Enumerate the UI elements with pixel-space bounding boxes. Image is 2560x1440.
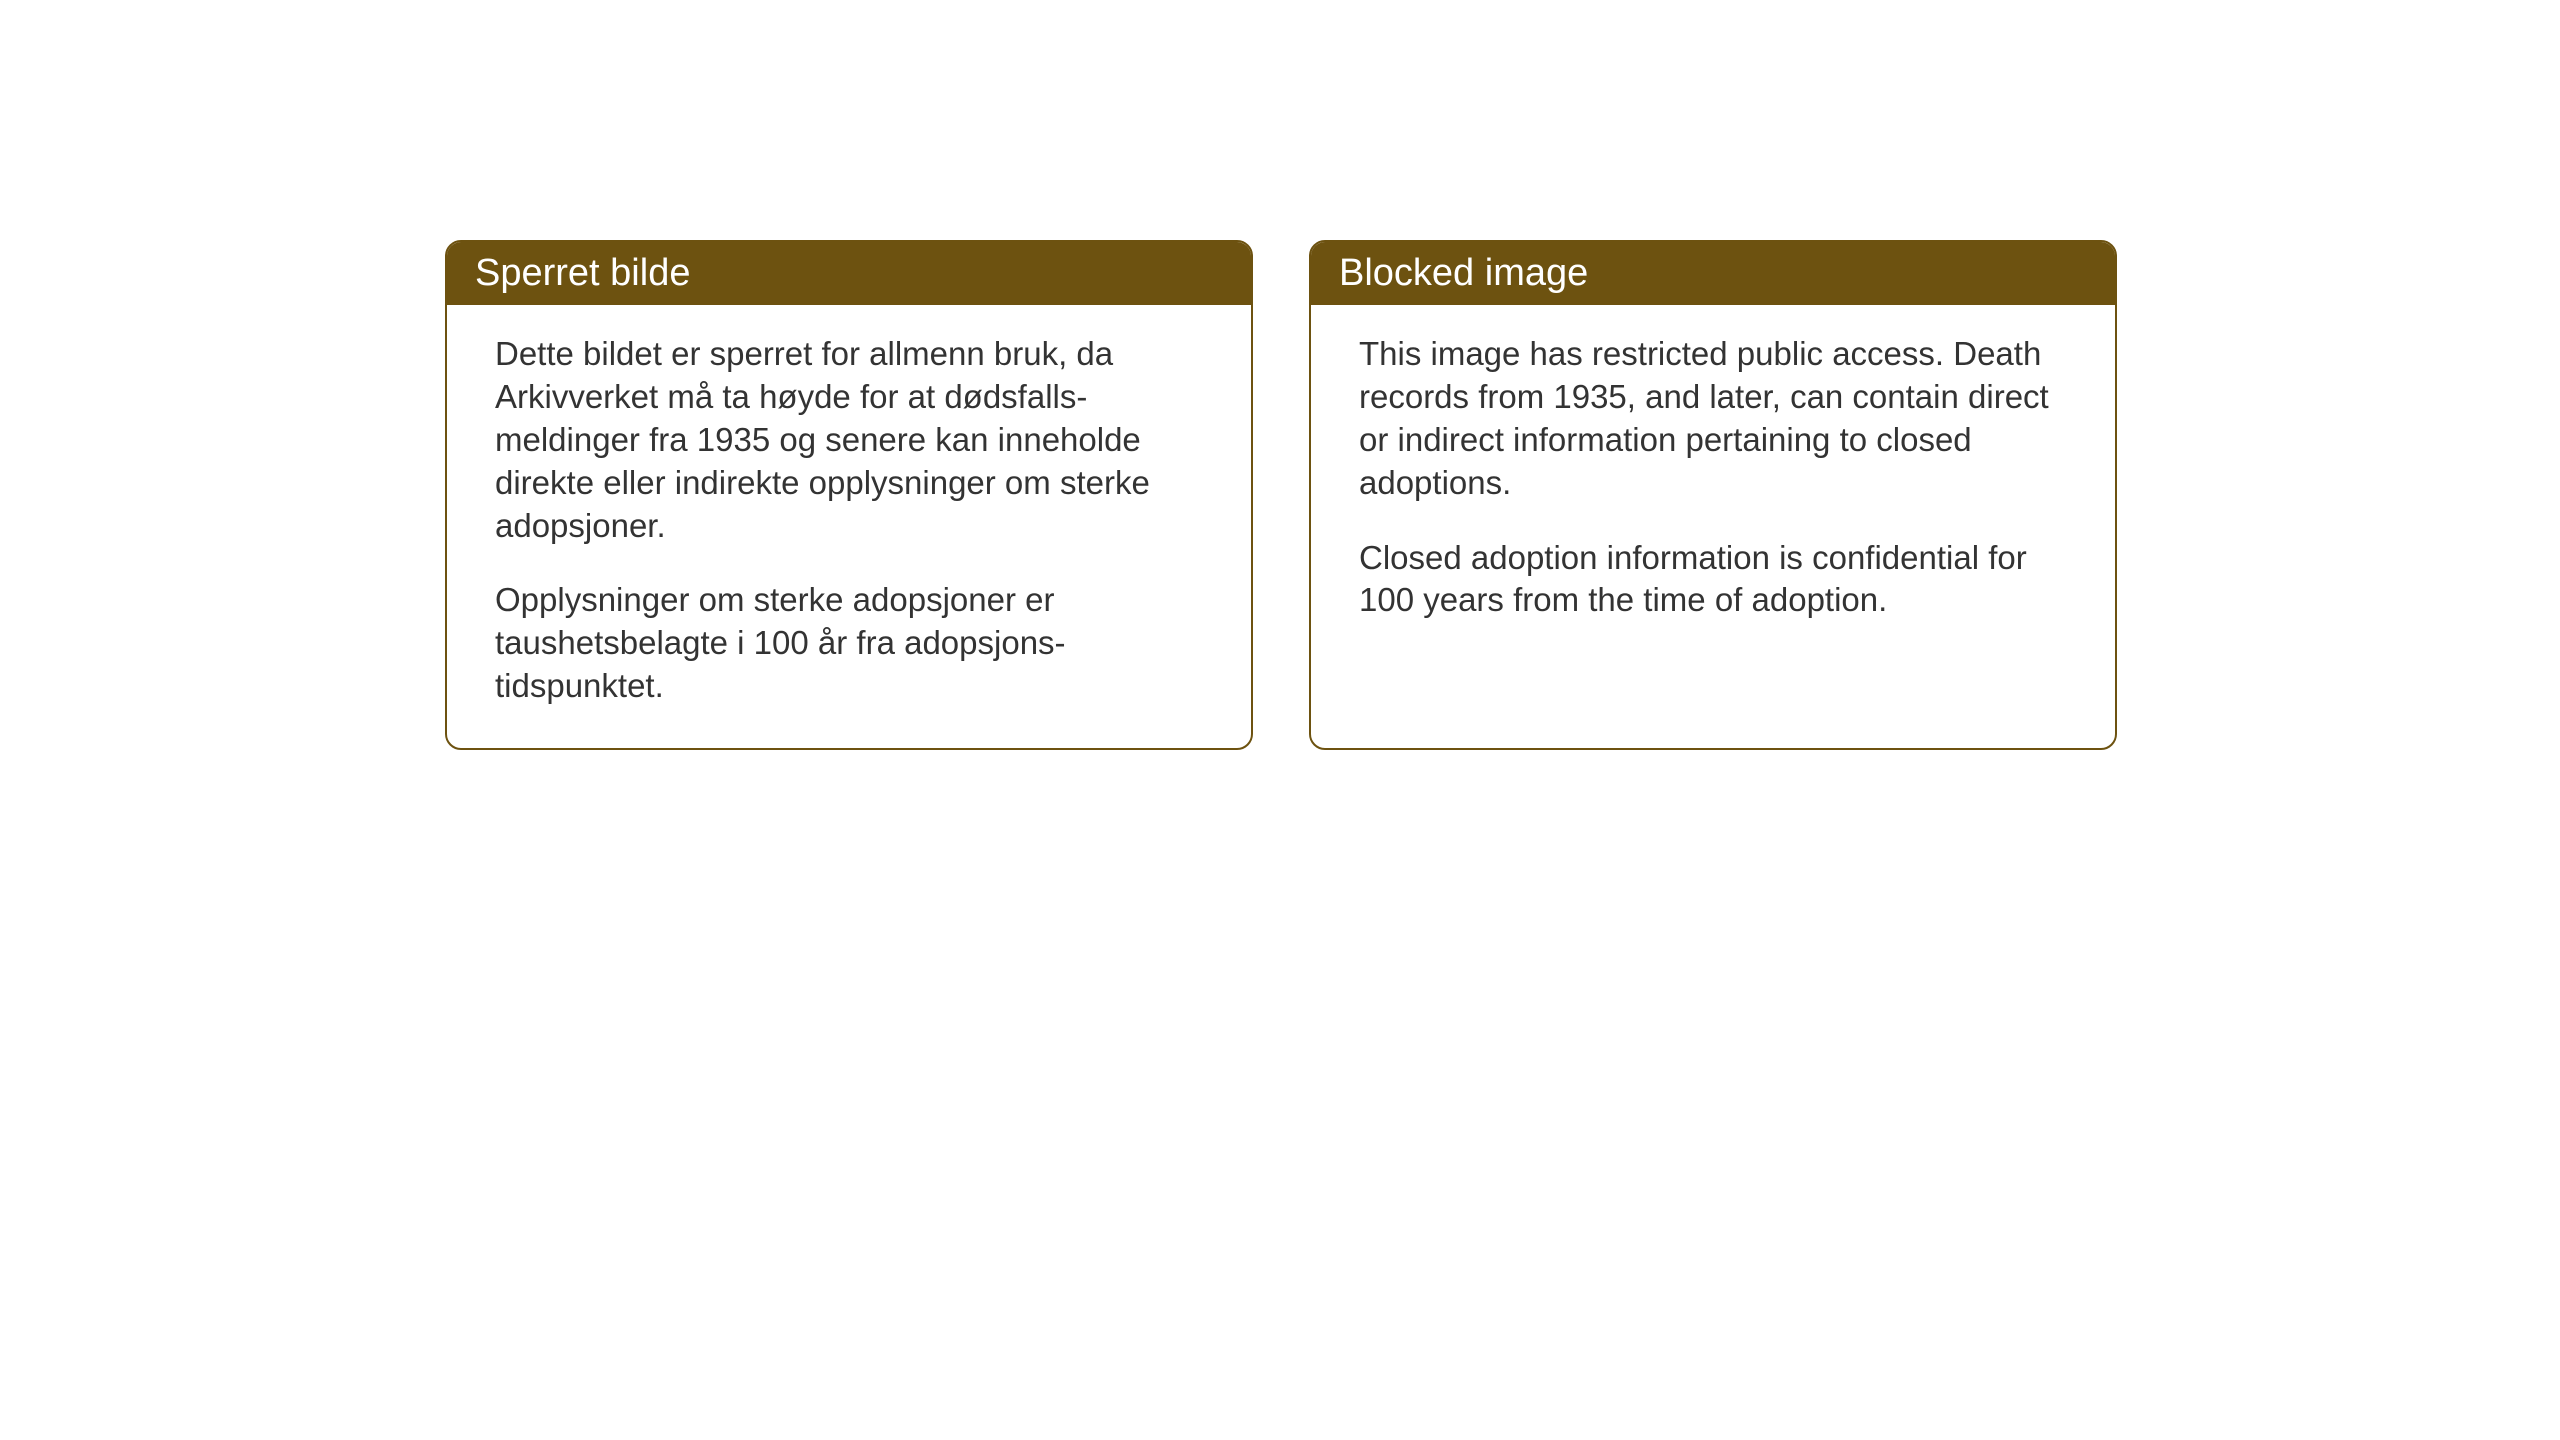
card-body: This image has restricted public access.… [1311,305,2115,662]
card-paragraph: Opplysninger om sterke adopsjoner er tau… [495,579,1203,708]
card-title: Sperret bilde [475,252,1223,295]
notice-card-norwegian: Sperret bilde Dette bildet er sperret fo… [445,240,1253,750]
card-body: Dette bildet er sperret for allmenn bruk… [447,305,1251,748]
card-paragraph: Dette bildet er sperret for allmenn bruk… [495,333,1203,547]
notice-cards-container: Sperret bilde Dette bildet er sperret fo… [445,240,2117,750]
card-header: Sperret bilde [447,242,1251,305]
card-header: Blocked image [1311,242,2115,305]
card-title: Blocked image [1339,252,2087,295]
card-paragraph: This image has restricted public access.… [1359,333,2067,505]
card-paragraph: Closed adoption information is confident… [1359,537,2067,623]
notice-card-english: Blocked image This image has restricted … [1309,240,2117,750]
